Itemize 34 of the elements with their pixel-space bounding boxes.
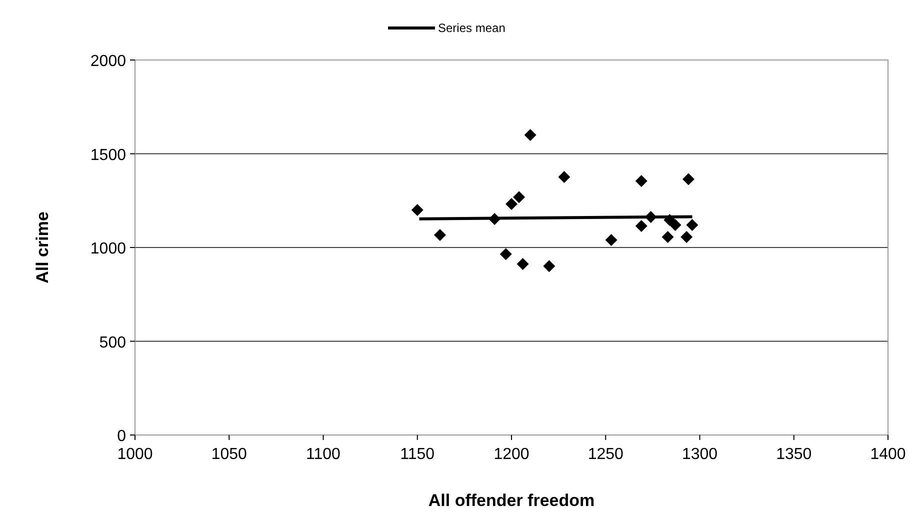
point	[500, 248, 512, 260]
x-tick-label: 1000	[117, 446, 153, 463]
x-tick-label: 1100	[306, 446, 341, 463]
point	[513, 191, 526, 204]
legend-label: Series mean	[438, 21, 506, 35]
point	[635, 220, 648, 232]
y-axis-title: All crime	[33, 212, 52, 284]
y-tick-label: 1000	[90, 240, 126, 258]
y-tick-label: 0	[117, 428, 126, 445]
point	[524, 129, 536, 141]
point	[680, 231, 693, 243]
point	[686, 219, 698, 231]
x-tick-label: 1200	[494, 446, 530, 463]
y-tick-label: 1500	[90, 146, 126, 164]
point	[605, 234, 618, 246]
x-tick-label: 1350	[776, 446, 812, 463]
x-tick-label: 1150	[400, 446, 435, 463]
x-axis-title: All offender freedom	[428, 491, 595, 510]
y-tick-label: 2000	[90, 53, 126, 70]
point	[662, 231, 674, 243]
point	[558, 171, 570, 183]
x-tick-label: 1300	[682, 446, 718, 463]
point	[543, 260, 556, 272]
point	[516, 258, 529, 270]
point	[669, 219, 682, 231]
y-tick-label: 500	[99, 334, 126, 352]
point	[682, 173, 694, 186]
x-tick-label: 1050	[211, 446, 248, 463]
x-tick-label: 1250	[588, 446, 624, 463]
point	[635, 174, 648, 187]
point	[411, 204, 424, 216]
point	[506, 198, 518, 210]
point	[434, 228, 446, 241]
x-tick-label: 1400	[870, 446, 906, 463]
